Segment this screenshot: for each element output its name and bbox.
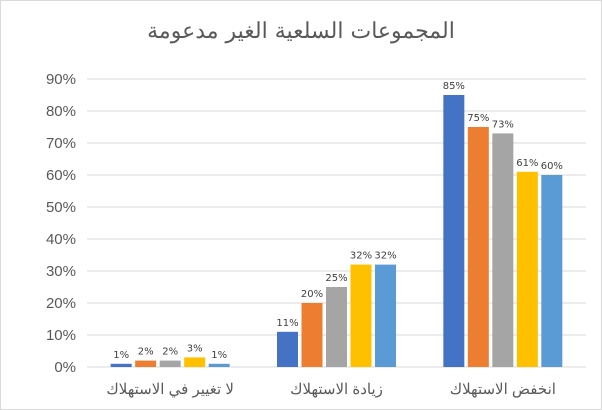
data-label: 25% xyxy=(325,273,347,284)
y-tick-label: 0% xyxy=(54,359,76,376)
y-tick-label: 30% xyxy=(46,263,76,280)
bar xyxy=(208,363,230,367)
bar xyxy=(301,303,323,367)
category-label: زيادة الاستهلاك xyxy=(290,381,383,398)
data-label: 73% xyxy=(492,119,514,130)
data-label: 2% xyxy=(162,347,178,358)
bar xyxy=(375,264,396,367)
y-tick-label: 90% xyxy=(46,71,76,88)
y-tick-label: 80% xyxy=(46,103,76,120)
data-label: 20% xyxy=(301,289,323,300)
data-label: 32% xyxy=(374,251,396,262)
y-tick-label: 60% xyxy=(46,167,76,184)
data-label: 32% xyxy=(350,251,372,262)
bar xyxy=(159,360,181,367)
bar xyxy=(350,264,372,367)
data-label: 61% xyxy=(516,158,538,169)
bar xyxy=(110,363,132,367)
y-tick-label: 20% xyxy=(46,295,76,312)
data-label: 60% xyxy=(541,161,563,172)
bar xyxy=(277,331,298,367)
data-label: 1% xyxy=(113,350,129,361)
y-tick-label: 50% xyxy=(46,199,76,216)
bar xyxy=(184,357,206,367)
bar xyxy=(492,133,514,367)
bar xyxy=(326,287,347,367)
data-label: 75% xyxy=(467,113,489,124)
bar xyxy=(135,360,157,367)
y-tick-label: 70% xyxy=(46,135,76,152)
bar xyxy=(541,175,563,367)
data-label: 1% xyxy=(211,350,227,361)
bar xyxy=(443,95,465,367)
bar xyxy=(467,127,489,367)
bar xyxy=(516,171,538,367)
chart-title: المجموعات السلعية الغير مدعومة xyxy=(147,19,455,44)
data-label: 3% xyxy=(187,343,203,354)
category-label: لا تغيير في الاستهلاك xyxy=(106,381,234,398)
data-label: 11% xyxy=(276,318,298,329)
category-label: انخفض الاستهلاك xyxy=(450,381,556,398)
data-label: 85% xyxy=(443,81,465,92)
y-tick-label: 40% xyxy=(46,231,76,248)
y-tick-label: 10% xyxy=(46,327,76,344)
data-label: 2% xyxy=(138,347,154,358)
